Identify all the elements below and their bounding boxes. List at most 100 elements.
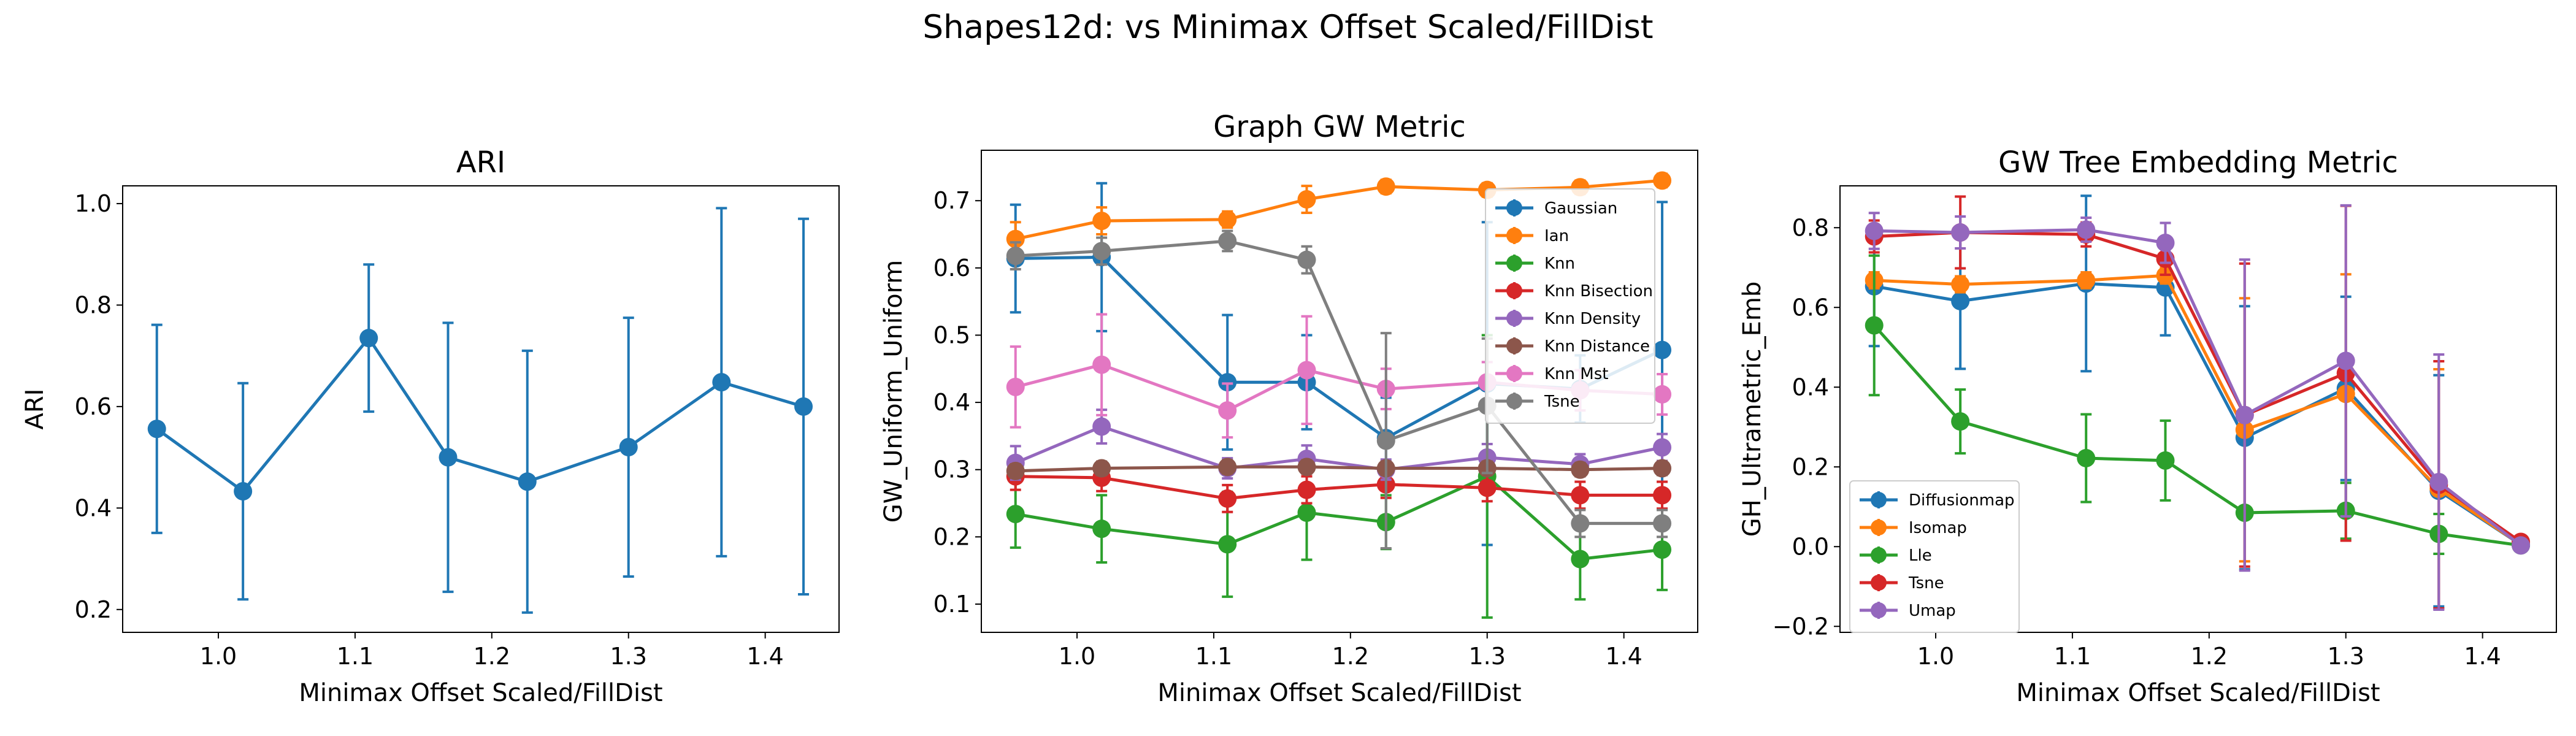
data-point [1218,458,1237,477]
legend-label: Isomap [1909,519,1967,537]
data-point [1653,385,1672,404]
data-point [1653,438,1672,457]
series-line [1015,475,1663,561]
series-line [1873,324,2521,547]
data-point [1653,540,1672,559]
y-tick-label: 0.4 [1792,374,1829,401]
data-point [1006,461,1025,480]
x-tick-label: 1.4 [1605,643,1642,670]
data-point [1218,373,1237,392]
y-tick-label: 0.5 [933,321,970,348]
legend-label: Knn Distance [1544,337,1650,356]
y-tick-label: 0.1 [933,591,970,618]
data-point [2077,271,2096,290]
legend-box [1849,480,2020,633]
legend: Gaussian Ian Knn Knn Bisection Knn Density Kn… [1485,188,1655,424]
series-line [1015,239,1662,525]
legend-swatch-marker [1506,200,1522,216]
data-point [1297,250,1316,269]
x-tick-label: 1.0 [1059,643,1095,670]
series-line [1014,425,1663,472]
data-point [1092,212,1111,231]
plot-frame [122,185,840,633]
x-tick-label: 1.0 [200,643,237,670]
y-axis-label: GH_Ultrametric_Emb [1738,282,1766,537]
legend-swatch-marker [1871,602,1887,618]
x-tick-label: 1.3 [610,643,647,670]
data-point [1297,190,1316,209]
data-point [1951,412,1970,431]
x-tick-label: 1.1 [2054,643,2091,670]
data-point [1951,291,1970,310]
data-point [2336,351,2355,370]
x-tick-label: 1.0 [1917,643,1954,670]
legend-swatch-marker [1506,228,1522,243]
legend-label: Tsne [1544,393,1580,411]
x-tick-label: 1.2 [1332,643,1369,670]
y-tick-label: −0.2 [1773,613,1829,640]
y-tick-label: 0.8 [75,291,112,318]
legend-label: Ian [1544,227,1569,245]
y-tick-label: 0.2 [75,596,112,623]
data-point [1653,459,1672,478]
series-line [1015,475,1662,500]
legend-label: Gaussian [1544,199,1617,218]
data-point [1218,489,1237,508]
data-point [1297,480,1316,499]
legend-swatch-marker [1506,255,1522,271]
legend-swatch-marker [1506,338,1522,354]
legend-swatch-marker [1871,519,1887,535]
data-point [518,472,537,491]
legend-swatch-marker [1871,492,1887,508]
legend-label: Umap [1909,602,1956,620]
figure-suptitle: Shapes12d: vs Minimax Offset Scaled/Fill… [922,9,1653,46]
data-point [1571,550,1590,569]
series-line [1015,465,1663,473]
legend-label: Knn Bisection [1544,282,1653,301]
data-point [2156,233,2175,252]
data-point [794,397,813,416]
y-axis-label: ARI [21,389,49,430]
y-tick-label: 0.7 [933,187,970,214]
legend-swatch-marker [1506,393,1522,409]
y-tick-label: 0.6 [1792,294,1829,321]
data-point [1218,231,1237,250]
data-point [1006,505,1025,524]
data-point [1092,242,1111,261]
data-point [1653,171,1672,190]
data-point [2077,220,2096,239]
legend-swatch-marker [1506,310,1522,326]
legend-label: Knn Density [1544,310,1641,328]
series-line [1874,274,2522,546]
x-tick-label: 1.1 [1195,643,1232,670]
y-tick-label: 0.6 [75,393,112,420]
data-point [1297,503,1316,522]
legend-swatch-marker [1871,547,1887,563]
data-point [1218,535,1237,554]
legend-box [1485,188,1655,424]
data-point [1006,247,1025,266]
data-point [1376,431,1395,450]
x-tick-label: 1.4 [2464,643,2501,670]
data-point [1218,401,1237,420]
data-point [1297,361,1316,380]
legend-label: Tsne [1908,574,1944,592]
y-tick-label: 0.3 [933,456,970,483]
chart-panel-1: ARI 1.0 1.1 1.2 1.3 1.4 0.2 0.4 0.6 0.8 1.0 Minimax… [21,145,840,707]
data-point [1092,355,1111,374]
chart-panels: ARI 1.0 1.1 1.2 1.3 1.4 0.2 0.4 0.6 0.8 1.0 Minimax… [21,110,2557,707]
series-1 [147,207,813,614]
y-axis-label: GW_Uniform_Uniform [880,260,908,523]
y-tick-label: 1.0 [75,190,112,217]
data-point [147,420,166,439]
y-tick-label: 0.2 [1792,453,1829,480]
y-tick-label: 0.0 [1792,533,1829,560]
x-tick-label: 1.2 [2191,643,2228,670]
series-umap [1865,204,2531,611]
data-point [2512,536,2531,555]
data-point [1297,458,1316,477]
data-point [359,329,378,348]
data-point [2156,451,2175,470]
data-point [234,482,253,501]
